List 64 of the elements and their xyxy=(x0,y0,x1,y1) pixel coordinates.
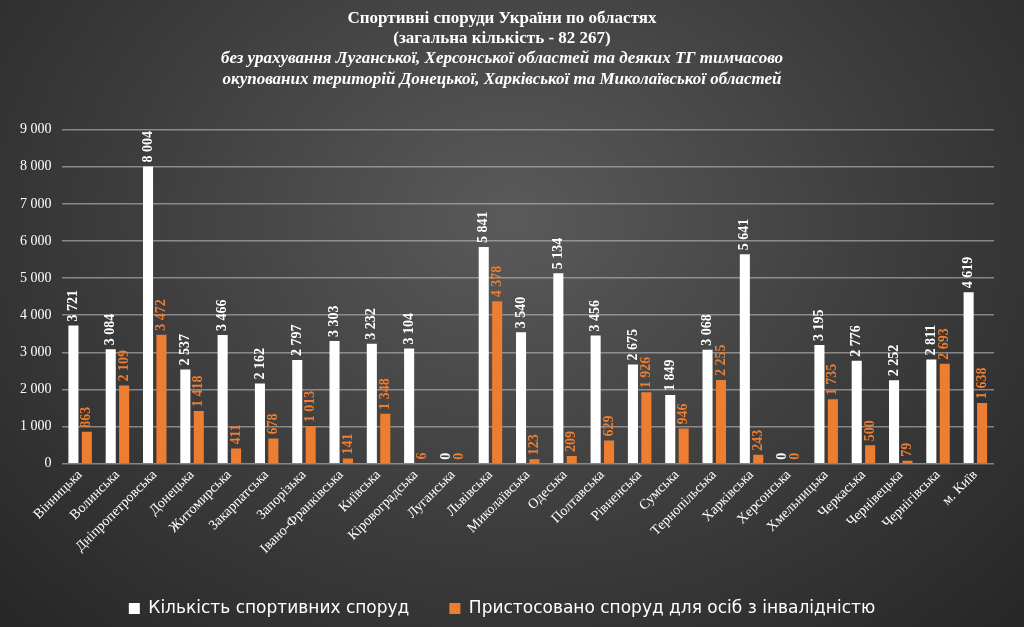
data-label: 2 537 xyxy=(176,334,192,366)
data-label: 2 776 xyxy=(848,325,864,357)
data-label: 3 104 xyxy=(400,313,416,345)
data-label: 3 303 xyxy=(326,305,342,338)
y-tick-label: 5 000 xyxy=(20,269,52,285)
data-label: 411 xyxy=(227,424,243,445)
data-label: 209 xyxy=(563,430,579,452)
data-label: 0 xyxy=(773,452,789,460)
data-label: 946 xyxy=(675,403,691,425)
y-tick-label: 9 000 xyxy=(20,121,52,137)
data-label: 3 721 xyxy=(65,290,81,322)
data-label: 2 162 xyxy=(251,347,267,380)
data-label: 1 013 xyxy=(302,390,318,423)
legend-label: Кількість спортивних споруд xyxy=(148,596,410,617)
y-tick-label: 6 000 xyxy=(20,232,52,248)
y-tick-label: 1 000 xyxy=(20,418,52,434)
y-tick-label: 2 000 xyxy=(20,381,52,397)
y-tick-label: 7 000 xyxy=(20,195,52,211)
data-label: 0 xyxy=(451,452,467,460)
chart-title: Спортивні споруди України по областях (загальна кількість - 82 267) xyxy=(347,7,657,47)
data-label: 629 xyxy=(600,415,616,437)
data-label: 2 693 xyxy=(936,328,952,360)
legend-label: Пристосовано споруд для осіб з інвалідністю xyxy=(468,596,876,617)
data-label: 2 675 xyxy=(624,328,640,361)
data-label: 0 xyxy=(438,452,454,460)
data-label: 678 xyxy=(264,413,280,435)
data-label: 5 134 xyxy=(549,237,565,270)
data-label: 1 926 xyxy=(637,356,653,389)
data-label: 1 849 xyxy=(661,359,677,392)
y-tick-label: 8 000 xyxy=(20,158,52,174)
data-label: 2 109 xyxy=(115,349,131,382)
data-label: 243 xyxy=(749,429,765,451)
data-label: 1 735 xyxy=(824,363,840,396)
data-label: 3 232 xyxy=(363,308,379,340)
data-label: 3 195 xyxy=(811,309,827,342)
y-tick-label: 3 000 xyxy=(20,344,52,360)
data-label: 8 004 xyxy=(139,131,155,163)
data-label: 0 xyxy=(787,452,803,460)
data-label: 79 xyxy=(899,442,915,457)
data-label: 2 252 xyxy=(885,344,901,377)
data-label: 3 456 xyxy=(587,299,603,332)
data-label: 3 084 xyxy=(102,313,118,346)
data-label: 2 811 xyxy=(922,324,938,356)
data-label: 2 255 xyxy=(712,344,728,377)
data-label: 863 xyxy=(78,406,94,428)
data-label: 3 466 xyxy=(214,299,230,332)
data-label: 5 641 xyxy=(736,218,752,251)
data-label: 2 797 xyxy=(288,324,304,356)
data-label: 4 378 xyxy=(488,265,504,298)
y-tick-label: 4 000 xyxy=(20,306,52,322)
data-label: 1 638 xyxy=(973,367,989,399)
y-tick-label: 0 xyxy=(44,455,52,471)
data-label: 4 619 xyxy=(960,256,976,289)
data-label: 3 068 xyxy=(699,314,715,346)
data-label: 3 472 xyxy=(153,299,169,331)
data-label: 3 540 xyxy=(512,296,528,329)
data-label: 1 348 xyxy=(376,378,392,410)
data-label: 1 418 xyxy=(190,375,206,408)
chart-subtitle: без урахування Луганської, Херсонської областей та деяких ТГ тимчасово окупованих територій Донецької, Харківської та Миколаївської областей xyxy=(220,48,784,88)
data-label: 500 xyxy=(861,420,877,442)
data-label: 6 xyxy=(414,452,430,460)
data-label: 141 xyxy=(339,433,355,455)
data-label: 123 xyxy=(526,434,542,456)
data-label: 5 841 xyxy=(475,211,491,243)
